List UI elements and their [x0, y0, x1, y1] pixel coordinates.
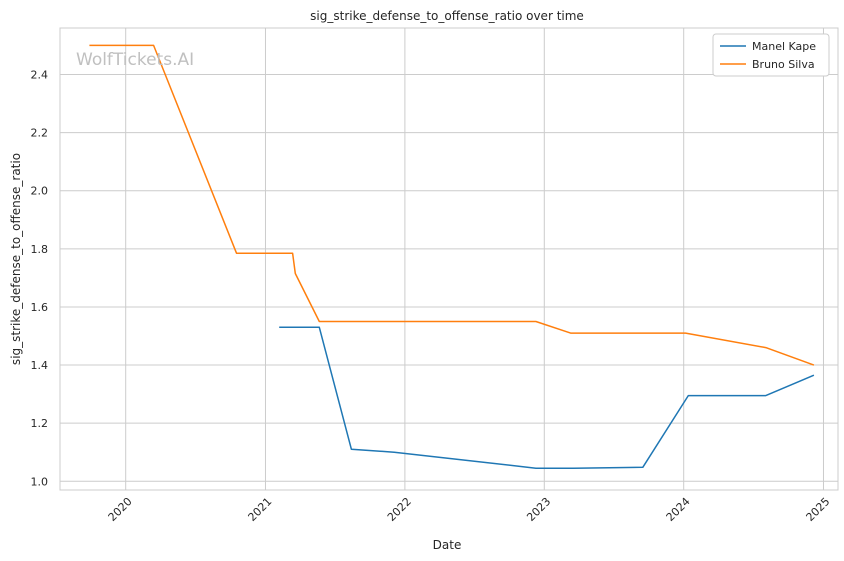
x-tick-label: 2024: [664, 495, 693, 524]
x-tick-label: 2020: [106, 495, 135, 524]
watermark: WolfTickets.AI: [76, 50, 194, 70]
y-tick-labels: 1.0 1.2 1.4 1.6 1.8 2.0 2.2 2.4: [31, 68, 49, 488]
y-tick-label: 2.4: [31, 68, 49, 81]
y-tick-label: 1.4: [31, 359, 49, 372]
x-tick-label: 2021: [246, 495, 275, 524]
grid: [60, 28, 838, 490]
x-tick-labels: 2020 2021 2022 2023 2024 2025: [106, 495, 833, 524]
x-axis-label: Date: [433, 538, 462, 552]
series-line-bruno-silva: [89, 44, 815, 366]
plot-area: [59, 27, 839, 491]
legend-box: [712, 33, 830, 77]
series-lines: [89, 44, 815, 469]
x-tick-label: 2022: [385, 495, 414, 524]
y-axis-label: sig_strike_defense_to_offense_ratio: [9, 153, 23, 365]
y-tick-label: 2.0: [31, 185, 49, 198]
x-tick-label: 2025: [804, 495, 833, 524]
y-tick-label: 1.0: [31, 475, 49, 488]
y-tick-label: 1.8: [31, 243, 49, 256]
x-tick-label: 2023: [524, 495, 553, 524]
chart-title: sig_strike_defense_to_offense_ratio over…: [310, 9, 584, 23]
legend: Manel Kape Bruno Silva: [712, 33, 830, 77]
series-line-manel-kape: [279, 326, 815, 469]
y-tick-label: 2.2: [31, 127, 49, 140]
y-tick-label: 1.6: [31, 301, 49, 314]
legend-label: Bruno Silva: [752, 58, 815, 71]
legend-label: Manel Kape: [752, 40, 816, 53]
y-tick-label: 1.2: [31, 417, 49, 430]
